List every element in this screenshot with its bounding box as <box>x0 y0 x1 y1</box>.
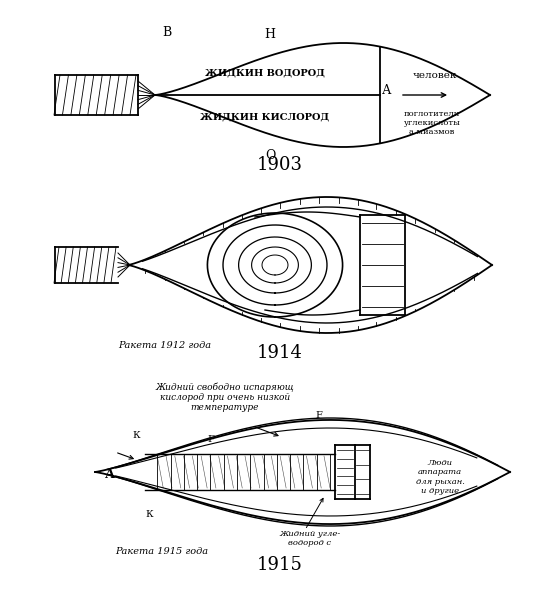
Text: поглотители
углекислоты
а миазмов: поглотители углекислоты а миазмов <box>404 110 460 137</box>
Text: ЖИДКИН КИСЛОРОД: ЖИДКИН КИСЛОРОД <box>200 112 330 121</box>
Text: А: А <box>382 84 391 96</box>
Text: Люди
аппарата
для рыхан.
и другие: Люди аппарата для рыхан. и другие <box>416 459 464 495</box>
Text: Ракета 1915 года: Ракета 1915 года <box>115 547 208 556</box>
Text: F: F <box>208 435 214 444</box>
Text: F: F <box>316 411 323 420</box>
Text: Жидний свободно испаряющ
кислород при очень низкой
температуре: Жидний свободно испаряющ кислород при оч… <box>156 382 295 412</box>
Text: К: К <box>133 431 141 440</box>
Text: А: А <box>105 467 115 481</box>
Text: Жидний угле-
водород с: Жидний угле- водород с <box>279 530 340 547</box>
Text: В: В <box>162 26 171 39</box>
Text: 1915: 1915 <box>257 556 303 574</box>
Text: 1914: 1914 <box>257 344 303 362</box>
Text: О: О <box>265 149 275 162</box>
Text: Н: Н <box>264 28 276 41</box>
Text: ЖИДКИН ВОДОРОД: ЖИДКИН ВОДОРОД <box>205 68 325 77</box>
Text: Ракета 1912 года: Ракета 1912 года <box>118 341 211 350</box>
Text: К: К <box>145 510 153 519</box>
Text: 1903: 1903 <box>257 156 303 174</box>
Text: человек: человек <box>413 71 457 79</box>
